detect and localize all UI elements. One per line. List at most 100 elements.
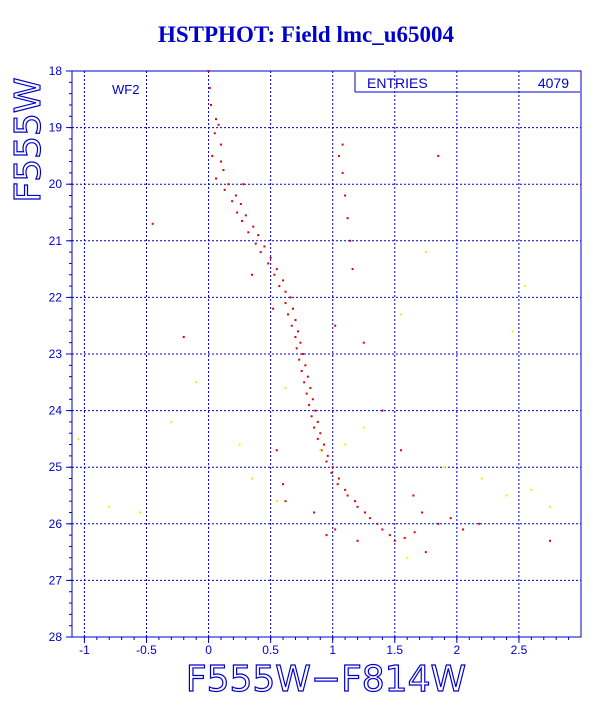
data-point (313, 511, 316, 514)
data-point (275, 500, 278, 503)
data-point (437, 154, 440, 157)
data-point (239, 203, 242, 206)
data-point (362, 426, 365, 429)
x-tick-label: 2.5 (511, 643, 528, 657)
data-point (356, 539, 359, 542)
data-point (284, 290, 287, 293)
y-tick-label: 27 (49, 573, 63, 587)
data-point (381, 528, 384, 531)
data-point (313, 426, 316, 429)
data-point (319, 449, 322, 452)
data-point (269, 256, 272, 259)
data-point (170, 420, 173, 423)
data-point (341, 143, 344, 146)
data-point (300, 369, 303, 372)
data-point (351, 268, 354, 271)
x-axis-label: F555W−F814W (186, 659, 466, 700)
data-point (406, 556, 409, 559)
data-point (323, 443, 326, 446)
data-point (151, 222, 154, 225)
data-point (344, 194, 347, 197)
data-point (290, 324, 293, 327)
data-point (282, 483, 285, 486)
data-point (251, 273, 254, 276)
data-point (217, 123, 220, 126)
data-point (254, 242, 257, 245)
data-point (139, 511, 142, 514)
data-point (331, 466, 334, 469)
data-point (284, 386, 287, 389)
data-point (275, 449, 278, 452)
data-point (412, 494, 415, 497)
x-axis: -1 -0.5 0 0.5 1 1.5 2 2.5 (79, 637, 570, 657)
y-tick-label: 26 (49, 517, 63, 531)
x-tick-label: 2 (454, 643, 461, 657)
data-point (219, 143, 222, 146)
data-point (295, 347, 298, 350)
data-point (259, 251, 262, 254)
data-point (341, 171, 344, 174)
data-point (289, 296, 292, 299)
data-point (108, 505, 111, 508)
chart-title: HSTPHOT: Field lmc_u65004 (157, 22, 455, 47)
data-point (195, 381, 198, 384)
data-point (284, 302, 287, 305)
y-axis-label: F555W (8, 77, 49, 202)
data-point (282, 279, 285, 282)
data-point (393, 539, 396, 542)
y-tick-label: 25 (49, 460, 63, 474)
data-point (349, 239, 352, 242)
data-point (403, 536, 406, 539)
data-point (272, 307, 275, 310)
data-point (301, 353, 304, 355)
data-point (388, 534, 391, 537)
data-point (231, 200, 234, 203)
data-point (234, 194, 237, 197)
data-point (344, 488, 347, 491)
data-point (421, 511, 424, 514)
data-point (424, 251, 427, 254)
data-point (244, 214, 247, 217)
data-point (325, 534, 328, 537)
data-point (291, 307, 294, 310)
data-point (311, 398, 314, 401)
x-tick-label: 0.5 (262, 643, 279, 657)
data-point (354, 500, 357, 503)
y-tick-label: 19 (49, 121, 63, 135)
x-tick-label: -0.5 (136, 643, 157, 657)
data-point (273, 273, 276, 276)
data-point (511, 330, 514, 333)
data-point (278, 285, 281, 288)
data-point (287, 313, 290, 316)
data-point (267, 262, 270, 265)
data-point (215, 177, 218, 180)
data-point (210, 103, 213, 106)
data-point (242, 183, 245, 186)
data-point (251, 477, 254, 480)
y-tick-label: 23 (49, 347, 63, 361)
data-point (480, 477, 483, 480)
data-point (219, 160, 222, 163)
data-point (211, 154, 214, 157)
data-point (344, 443, 347, 446)
x-tick-label: 1 (329, 643, 336, 657)
data-point (298, 358, 301, 361)
data-point (530, 488, 533, 491)
data-point (308, 403, 311, 406)
data-point (207, 70, 210, 72)
data-point (213, 132, 216, 135)
data-point (222, 169, 225, 172)
y-tick-label: 28 (49, 630, 63, 644)
data-point (296, 330, 299, 333)
data-point (257, 234, 260, 237)
data-point (443, 466, 446, 469)
data-point (238, 443, 241, 446)
data-points (77, 70, 551, 559)
data-point (505, 494, 508, 497)
data-point (241, 219, 244, 222)
data-point (314, 409, 317, 412)
data-point (208, 86, 211, 89)
data-point (548, 505, 551, 508)
data-point (362, 341, 365, 344)
y-tick-label: 20 (49, 177, 63, 191)
